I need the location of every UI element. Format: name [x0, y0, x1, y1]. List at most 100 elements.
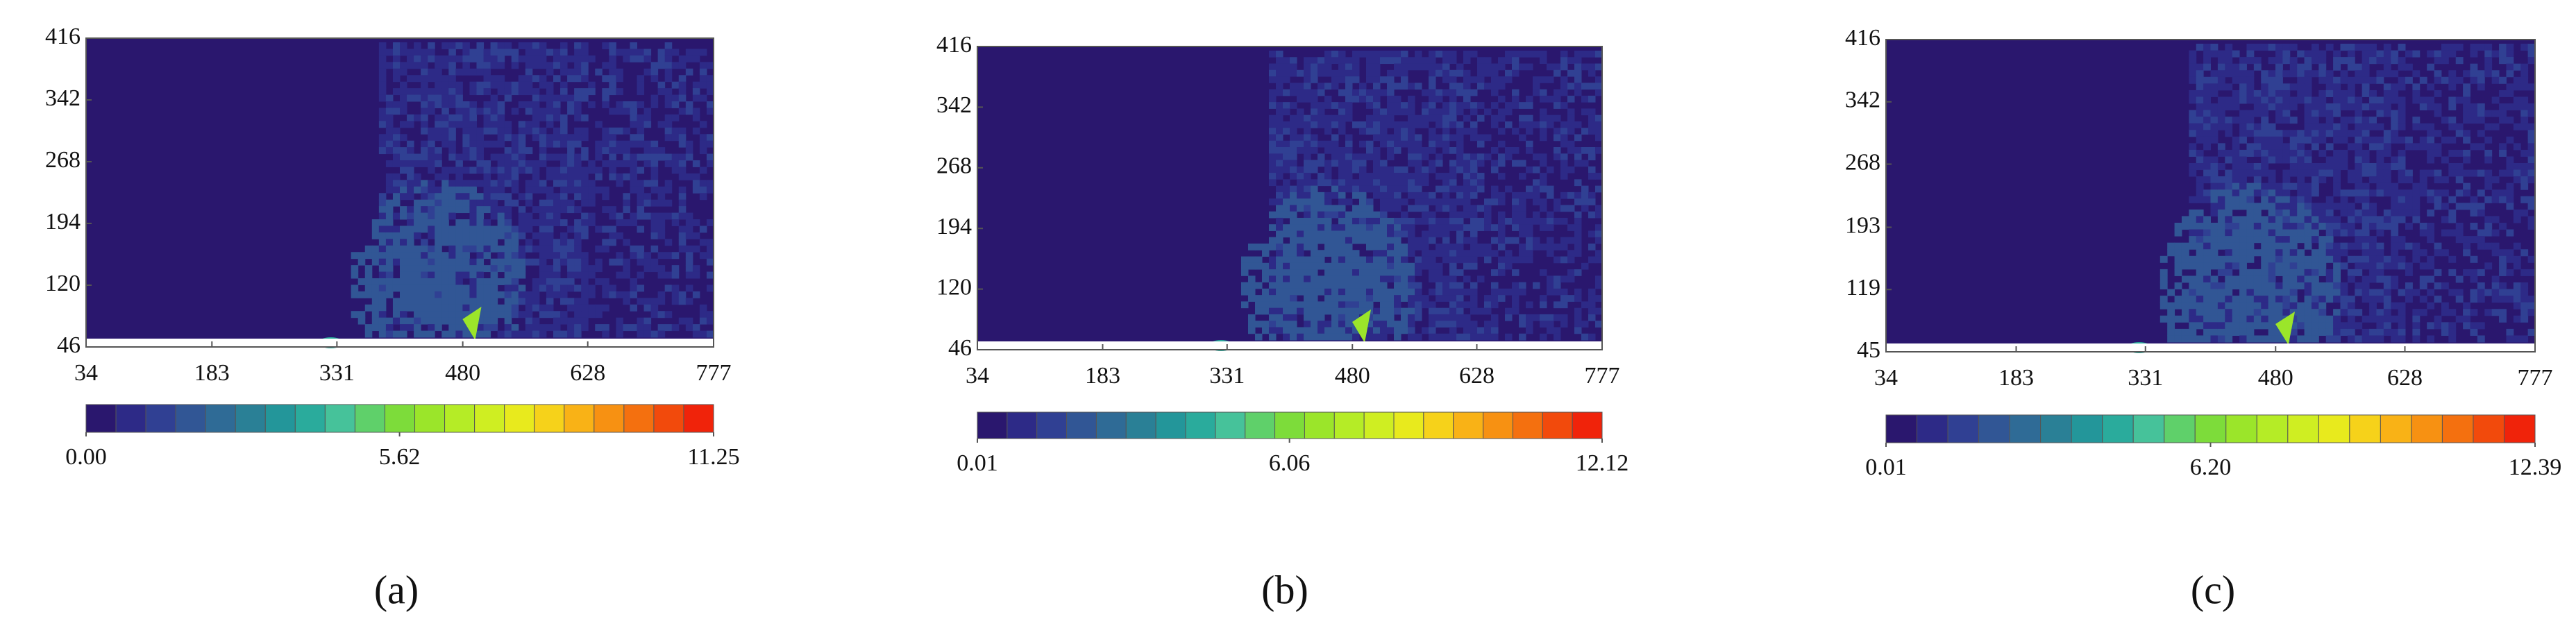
field-cell: [462, 252, 470, 260]
field-cell: [2311, 282, 2319, 290]
field-cell: [476, 206, 485, 214]
field-cell: [574, 68, 582, 76]
field-cell: [428, 219, 435, 226]
field-cell: [2369, 262, 2377, 270]
field-cell: [1324, 140, 1332, 148]
field-cell: [1554, 128, 1561, 135]
field-cell: [2427, 189, 2435, 197]
field-cell: [414, 278, 421, 285]
field-cell: [2383, 315, 2391, 323]
field-cell: [2434, 269, 2442, 276]
field-cell: [2318, 322, 2327, 330]
field-cell: [595, 167, 603, 174]
field-cell: [616, 147, 623, 155]
field-cell: [1560, 237, 1568, 244]
field-cell: [2160, 282, 2168, 290]
field-cell: [560, 121, 568, 128]
field-cell: [385, 134, 394, 142]
field-cell: [1387, 185, 1395, 193]
field-cell: [2311, 130, 2319, 137]
field-cell: [2340, 70, 2348, 78]
field-cell: [1276, 83, 1283, 90]
field-cell: [2333, 96, 2341, 104]
field-cell: [1311, 275, 1318, 283]
field-cell: [2427, 289, 2435, 296]
field-cell: [2484, 169, 2493, 177]
field-cell: [1574, 250, 1582, 257]
field-cell: [2434, 189, 2442, 197]
field-cell: [2491, 176, 2500, 184]
field-cell: [546, 88, 554, 96]
field-cell: [2232, 50, 2240, 58]
field-cell: [428, 324, 435, 332]
field-cell: [616, 252, 623, 260]
field-cell: [407, 94, 414, 102]
field-cell: [2527, 156, 2536, 164]
field-cell: [2499, 143, 2507, 151]
field-cell: [2275, 57, 2283, 65]
field-cell: [1429, 160, 1436, 167]
field-cell: [2289, 70, 2298, 78]
field-cell: [1331, 230, 1339, 238]
field-cell: [1297, 224, 1304, 231]
field-cell: [2333, 176, 2341, 184]
field-cell: [706, 62, 714, 69]
field-cell: [616, 68, 623, 76]
field-cell: [2189, 123, 2197, 130]
field-cell: [2246, 302, 2255, 309]
field-cell: [2527, 296, 2536, 303]
field-cell: [2203, 123, 2211, 130]
field-cell: [2491, 50, 2500, 58]
field-cell: [567, 317, 575, 325]
field-cell: [602, 239, 609, 246]
field-cell: [2398, 156, 2406, 164]
field-cell: [2253, 44, 2262, 51]
field-cell: [1449, 295, 1457, 302]
field-cell: [1540, 217, 1547, 225]
field-cell: [435, 265, 442, 273]
field-cell: [2391, 136, 2399, 144]
field-cell: [2340, 156, 2348, 164]
field-cell: [483, 88, 491, 96]
field-cell: [1595, 114, 1603, 122]
field-cell: [2369, 328, 2377, 336]
field-cell: [2520, 182, 2529, 190]
field-cell: [553, 153, 561, 161]
field-cell: [462, 284, 470, 292]
field-cell: [1463, 57, 1471, 65]
field-cell: [539, 127, 547, 135]
field-cell: [462, 186, 470, 194]
field-cell: [2311, 163, 2319, 171]
field-cell: [1547, 192, 1554, 199]
field-cell: [2232, 63, 2240, 71]
field-cell: [1401, 307, 1408, 315]
field-cell: [2499, 262, 2507, 270]
field-cell: [2455, 57, 2464, 65]
field-cell: [2304, 209, 2312, 216]
field-cell: [1324, 288, 1332, 296]
field-cell: [1276, 128, 1283, 135]
field-cell: [385, 232, 394, 239]
field-cell: [546, 278, 554, 285]
field-cell: [1338, 211, 1346, 219]
field-cell: [407, 212, 414, 220]
field-cell: [421, 147, 428, 155]
field-cell: [664, 239, 673, 246]
field-cell: [1394, 95, 1401, 103]
field-cell: [2289, 249, 2298, 257]
field-cell: [2376, 123, 2384, 130]
field-cell: [1415, 244, 1422, 250]
field-cell: [1366, 173, 1374, 180]
field-cell: [2333, 63, 2341, 71]
field-cell: [2282, 149, 2291, 157]
field-cell: [678, 239, 687, 246]
field-cell: [2282, 296, 2291, 303]
field-cell: [441, 108, 449, 115]
field-cell: [2325, 209, 2334, 216]
field-cell: [469, 291, 477, 298]
field-cell: [385, 114, 394, 121]
field-cell: [469, 232, 477, 239]
field-cell: [1318, 205, 1325, 212]
field-cell: [2448, 169, 2457, 177]
field-cell: [1331, 192, 1339, 199]
